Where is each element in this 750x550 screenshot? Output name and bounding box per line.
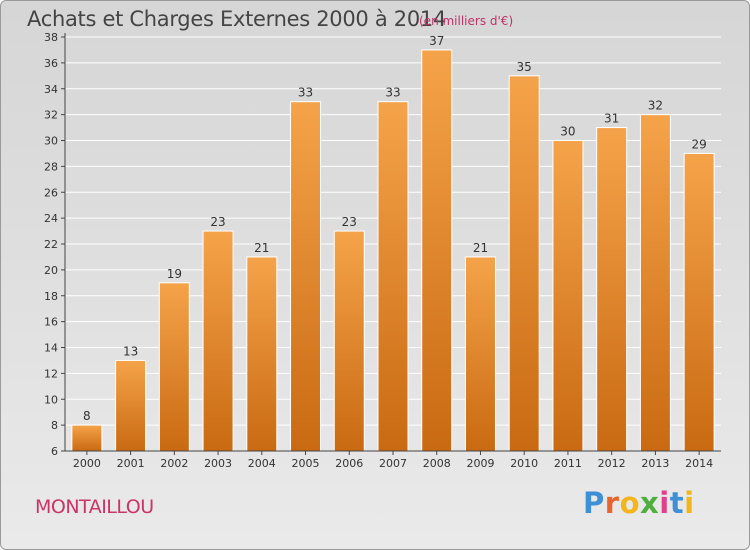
x-tick-label: 2001	[117, 457, 145, 470]
y-tick-label: 36	[44, 57, 58, 70]
y-tick-label: 8	[51, 419, 58, 432]
bar	[158, 282, 190, 452]
y-tick-label: 32	[44, 109, 58, 122]
bar	[290, 101, 322, 452]
data-label: 37	[429, 34, 444, 48]
data-label: 33	[385, 86, 400, 100]
bar	[552, 140, 584, 452]
data-label: 8	[83, 409, 91, 423]
data-label: 31	[604, 112, 619, 126]
x-tick-label: 2004	[248, 457, 276, 470]
bar	[508, 75, 540, 452]
bar	[377, 101, 409, 452]
bar	[683, 152, 715, 452]
y-tick-label: 12	[44, 367, 58, 380]
chart-subtitle: (en milliers d'€)	[419, 14, 514, 28]
data-label: 32	[648, 99, 663, 113]
bar	[333, 230, 365, 452]
logo-letter: o	[619, 486, 641, 520]
data-label: 29	[691, 137, 706, 151]
y-tick-label: 18	[44, 290, 58, 303]
y-tick-label: 22	[44, 238, 58, 251]
y-tick-label: 34	[44, 83, 58, 96]
y-tick-label: 10	[44, 393, 58, 406]
y-tick-label: 28	[44, 160, 58, 173]
data-label: 21	[473, 241, 488, 255]
bar	[115, 359, 147, 452]
x-tick-label: 2005	[292, 457, 320, 470]
logo-letter: t	[669, 486, 685, 520]
bar	[596, 127, 628, 452]
bar	[421, 49, 453, 452]
commune-name: MONTAILLOU	[35, 496, 154, 518]
chart-title: Achats et Charges Externes 2000 à 2014	[27, 7, 447, 31]
y-tick-label: 38	[44, 31, 58, 44]
y-tick-label: 24	[44, 212, 58, 225]
x-tick-label: 2007	[379, 457, 407, 470]
bar	[71, 424, 103, 452]
data-label: 21	[254, 241, 269, 255]
x-tick-label: 2013	[641, 457, 669, 470]
y-tick-label: 26	[44, 186, 58, 199]
y-tick-label: 16	[44, 316, 58, 329]
x-tick-label: 2008	[423, 457, 451, 470]
x-tick-label: 2011	[554, 457, 582, 470]
proxiti-logo[interactable]: Proxiti	[583, 486, 695, 520]
x-tick-label: 2010	[510, 457, 538, 470]
logo-letter: x	[640, 486, 660, 520]
x-tick-label: 2009	[466, 457, 494, 470]
y-tick-label: 20	[44, 264, 58, 277]
data-label: 33	[298, 86, 313, 100]
bar	[639, 114, 671, 452]
y-tick-label: 6	[51, 445, 58, 458]
y-tick-label: 14	[44, 342, 58, 355]
x-tick-label: 2002	[160, 457, 188, 470]
logo-letter: P	[583, 486, 605, 520]
data-label: 13	[123, 344, 138, 358]
x-tick-label: 2006	[335, 457, 363, 470]
logo-letter: r	[604, 486, 620, 520]
x-tick-label: 2012	[598, 457, 626, 470]
logo-letter: i	[659, 486, 670, 520]
data-label: 23	[210, 215, 225, 229]
data-label: 35	[517, 60, 532, 74]
x-tick-label: 2000	[73, 457, 101, 470]
logo-letter: i	[684, 486, 695, 520]
data-label: 30	[560, 125, 575, 139]
x-tick-label: 2014	[685, 457, 713, 470]
data-label: 23	[342, 215, 357, 229]
y-tick-label: 30	[44, 135, 58, 148]
x-tick-label: 2003	[204, 457, 232, 470]
data-label: 19	[167, 267, 182, 281]
bar	[246, 256, 278, 452]
bar	[464, 256, 496, 452]
bar	[202, 230, 234, 452]
